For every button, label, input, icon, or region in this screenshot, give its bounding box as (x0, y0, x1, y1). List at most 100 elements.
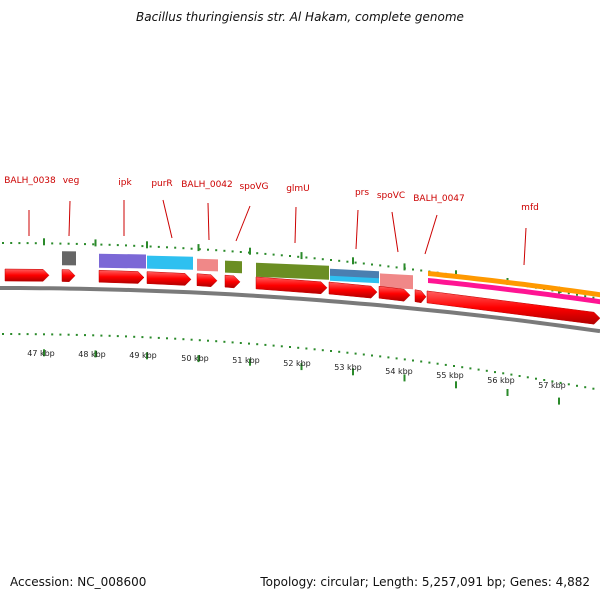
cog-block (380, 273, 413, 290)
kbp-label: 48 kbp (78, 350, 106, 359)
cog-band (428, 278, 600, 305)
leader-line (207, 202, 210, 241)
tick-dot (215, 249, 218, 252)
leader-line (355, 209, 359, 250)
tick-major (455, 270, 457, 278)
tick-dot (84, 243, 86, 246)
gene-label: veg (63, 176, 80, 186)
tick-dot (387, 265, 390, 268)
tick-dot (592, 387, 595, 390)
gene-label-leaders (28, 199, 527, 266)
leader-line (424, 214, 438, 255)
tick-dot (354, 352, 357, 355)
tick-dot (231, 250, 234, 253)
tick-dot (338, 350, 341, 353)
leader-line (523, 227, 527, 266)
cog-block (256, 262, 329, 280)
tick-dot (108, 334, 111, 337)
tick-dot (453, 365, 455, 367)
tick-dot (166, 337, 168, 340)
cog-block (197, 258, 218, 272)
tick-major (352, 257, 354, 265)
tick-dot (100, 334, 103, 337)
cog-block (225, 260, 242, 274)
tick-major (506, 389, 509, 396)
tick-dot (10, 333, 13, 335)
tick-dot (264, 252, 267, 255)
tick-dot (567, 292, 570, 295)
tick-dot (321, 349, 324, 352)
tick-dot (157, 245, 160, 248)
tick-dot (543, 379, 546, 381)
cog-block (62, 251, 76, 266)
tick-dot (116, 335, 119, 338)
leader-line (391, 211, 399, 253)
tick-major (403, 263, 406, 271)
gene-label: prs (355, 188, 369, 198)
tick-dot (535, 377, 537, 380)
tick-dot (346, 351, 349, 354)
kbp-label: 50 kbp (181, 354, 209, 363)
kbp-label: 53 kbp (334, 363, 362, 372)
tick-dot (371, 263, 373, 266)
tick-dot (272, 253, 275, 256)
tick-dot (51, 242, 54, 245)
tick-dot (313, 257, 316, 260)
tick-dot (297, 346, 300, 349)
tick-dot (239, 342, 242, 344)
tick-dot (379, 264, 382, 267)
gene-arrow (224, 274, 241, 289)
tick-dot (198, 248, 201, 251)
tick-dot (125, 244, 127, 247)
tick-dot (18, 333, 21, 336)
tick-dot (149, 245, 152, 248)
gene-arrow (328, 281, 378, 299)
kbp-label: 55 kbp (436, 371, 464, 380)
tick-major (43, 349, 45, 357)
tick-dot (256, 252, 259, 255)
tick-major (403, 374, 406, 382)
tick-dot (526, 376, 529, 379)
tick-dot (108, 243, 111, 246)
tick-dot (182, 247, 185, 250)
tick-major (558, 397, 560, 405)
tick-dot (26, 333, 29, 336)
tick-dot (280, 345, 283, 348)
tick-dot (133, 244, 136, 247)
tick-major (455, 381, 457, 389)
tick-dot (26, 242, 29, 245)
tick-dot (305, 347, 308, 350)
tick-dot (330, 259, 332, 261)
leader-line (162, 199, 173, 239)
tick-dot (330, 350, 332, 352)
gene-arrow (196, 273, 218, 287)
gene-arrow (255, 276, 328, 295)
tick-dot (346, 260, 349, 263)
tick-dot (420, 269, 423, 272)
tick-dot (444, 363, 447, 366)
cog-block (330, 275, 379, 284)
tick-dot (518, 375, 521, 377)
tick-dot (174, 337, 177, 340)
tick-dot (494, 371, 496, 374)
tick-dot (559, 381, 562, 384)
tick-dot (403, 358, 406, 361)
tick-major (300, 252, 303, 260)
tick-dot (2, 242, 4, 244)
tick-dot (264, 343, 267, 346)
kbp-label: 51 kbp (232, 356, 260, 365)
tick-dot (362, 262, 365, 265)
gene-labels: BALH_0038 veg ipk purR BALH_0042 spoVG glmU prs… (4, 176, 539, 213)
gene-arrow (4, 268, 50, 282)
tick-dot (59, 242, 62, 245)
tick-dot (477, 368, 480, 371)
tick-dot (92, 334, 95, 337)
tick-major (352, 368, 354, 376)
tick-dot (551, 380, 554, 383)
tick-dot (584, 295, 587, 298)
kbp-label: 54 kbp (385, 367, 413, 376)
tick-dot (412, 359, 414, 362)
kbp-label: 47 kbp (27, 349, 55, 358)
tick-dot (67, 242, 70, 245)
